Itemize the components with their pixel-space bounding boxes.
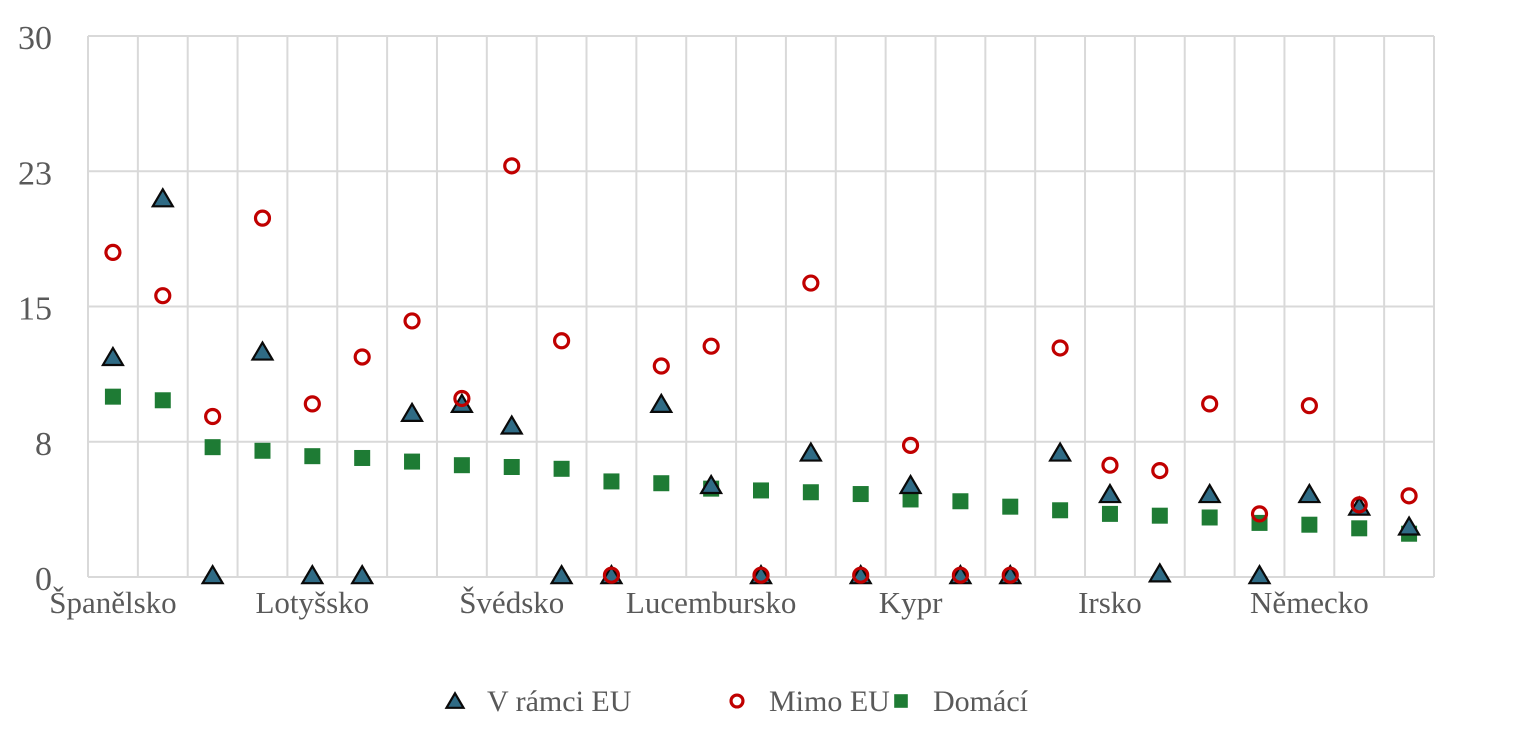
data-point-circle	[503, 157, 521, 175]
data-point-square	[204, 439, 221, 456]
data-point-triangle	[898, 473, 923, 495]
x-axis-category-label: Lucembursko	[626, 585, 796, 620]
data-point-triangle	[1048, 441, 1073, 462]
x-axis-category-label: Lotyšsko	[255, 585, 369, 620]
data-point-triangle	[499, 414, 524, 435]
data-point-triangle	[798, 441, 823, 462]
data-point-circle	[702, 337, 720, 355]
y-axis-tick-label: 23	[18, 155, 52, 192]
data-point-triangle	[250, 340, 275, 361]
data-point-triangle	[150, 187, 175, 208]
data-point-triangle	[1098, 482, 1122, 504]
data-point-circle	[1051, 339, 1069, 357]
data-point-circle	[253, 209, 272, 227]
data-point-square	[503, 458, 520, 475]
legend-label: V rámci EU	[487, 685, 632, 718]
data-point-circle	[1151, 462, 1169, 480]
data-point-circle	[1250, 505, 1269, 523]
y-axis-tick-label: 30	[18, 20, 52, 57]
data-point-square	[354, 449, 371, 466]
data-point-circle	[1400, 487, 1418, 505]
data-point-triangle	[101, 345, 125, 367]
data-point-triangle	[200, 564, 225, 585]
data-point-square	[304, 448, 321, 465]
data-point-square	[753, 482, 769, 499]
data-point-circle	[104, 243, 122, 261]
data-point-circle	[353, 348, 371, 366]
data-point-square	[952, 493, 969, 510]
data-point-circle	[752, 566, 770, 584]
legend-marker-triangle	[444, 691, 466, 709]
data-point-square	[902, 491, 919, 508]
data-point-square	[603, 473, 620, 490]
data-point-triangle	[699, 473, 724, 495]
data-point-circle	[602, 566, 621, 584]
y-axis-tick-label: 8	[35, 426, 52, 463]
data-point-square	[653, 475, 670, 492]
data-point-circle	[852, 566, 870, 584]
data-point-circle	[901, 436, 920, 454]
data-point-square	[802, 484, 819, 501]
data-point-square	[1052, 502, 1069, 519]
data-point-circle	[154, 287, 172, 305]
data-point-triangle	[1297, 482, 1322, 504]
data-point-square	[553, 460, 570, 477]
data-point-triangle	[1147, 562, 1172, 583]
data-point-triangle	[649, 392, 674, 413]
data-point-circle	[204, 407, 222, 426]
legend-label: Domácí	[933, 685, 1029, 718]
data-point-triangle	[350, 564, 375, 585]
data-point-triangle	[300, 564, 325, 585]
data-point-square	[1101, 505, 1118, 522]
data-point-square	[254, 442, 271, 459]
data-point-square	[1151, 507, 1168, 524]
legend-label: Mimo EU	[769, 685, 890, 718]
data-point-triangle	[400, 401, 424, 422]
x-axis-category-label: Španělsko	[49, 585, 176, 620]
y-axis-tick-label: 0	[35, 561, 52, 598]
data-point-circle	[1001, 566, 1019, 584]
data-point-circle	[1350, 496, 1368, 514]
x-axis-category-label: Německo	[1250, 585, 1369, 620]
data-point-square	[852, 486, 869, 503]
data-point-circle	[652, 357, 670, 375]
x-axis-category-label: Kypr	[879, 585, 943, 620]
data-point-circle	[303, 395, 321, 413]
data-point-circle	[1300, 397, 1318, 415]
x-axis-category-label: Irsko	[1078, 585, 1142, 620]
data-point-square	[404, 453, 421, 470]
y-axis-tick-label: 15	[18, 291, 52, 328]
data-point-square	[1301, 516, 1318, 533]
data-point-circle	[453, 389, 471, 408]
data-point-triangle	[549, 564, 574, 585]
data-point-square	[104, 388, 121, 405]
data-point-circle	[951, 566, 970, 584]
data-point-square	[1002, 498, 1019, 515]
data-point-square	[1201, 509, 1218, 526]
data-point-square	[154, 392, 171, 409]
data-point-circle	[403, 312, 421, 330]
data-point-triangle	[1397, 515, 1421, 536]
data-point-square	[453, 457, 470, 474]
data-point-circle	[552, 332, 571, 350]
legend-marker-circle	[729, 693, 745, 709]
data-point-square	[1351, 520, 1368, 537]
legend-marker-square	[894, 694, 908, 708]
data-point-triangle	[1197, 482, 1222, 504]
data-point-circle	[802, 274, 820, 292]
data-point-circle	[1201, 395, 1219, 413]
x-axis-category-label: Švédsko	[459, 585, 564, 620]
data-point-triangle	[1247, 564, 1272, 585]
data-point-circle	[1101, 456, 1119, 474]
